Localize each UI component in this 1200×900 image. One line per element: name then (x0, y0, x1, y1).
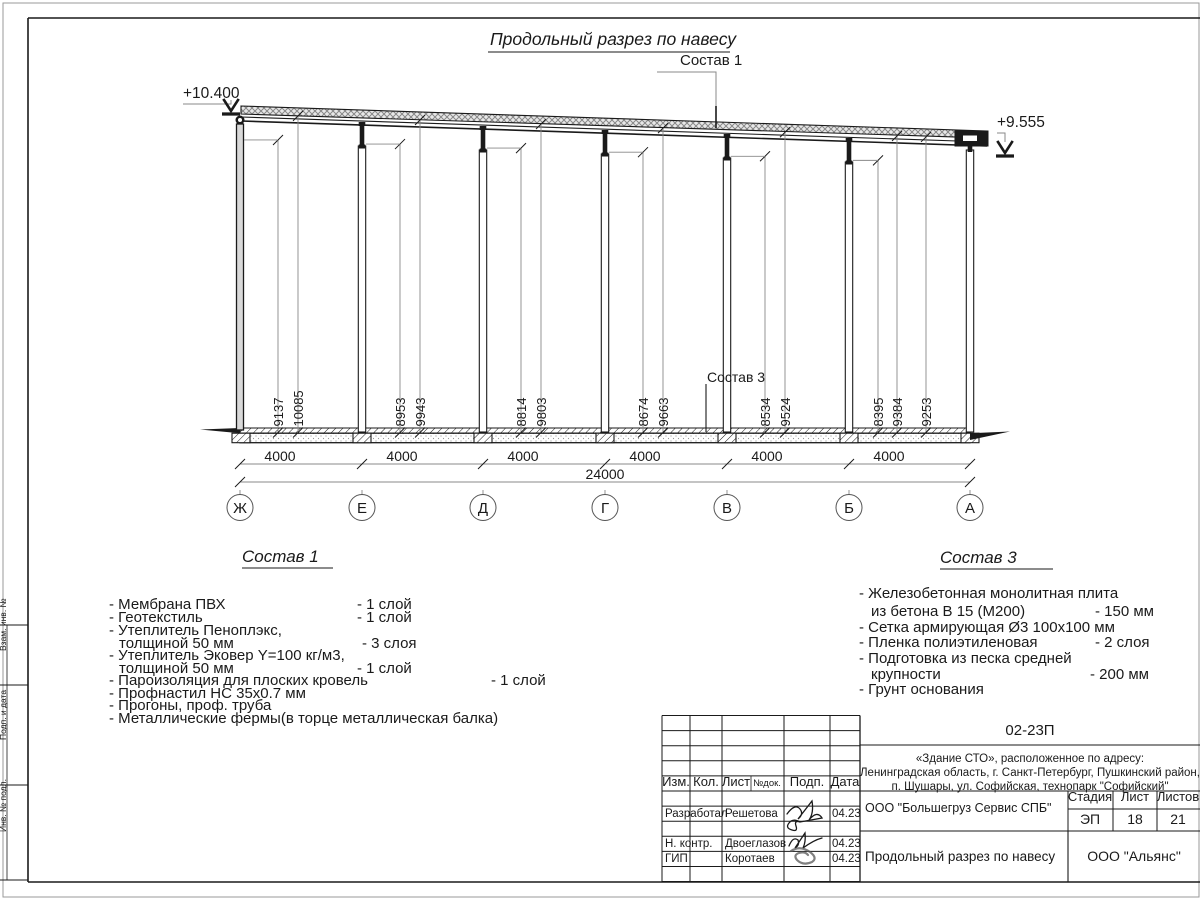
svg-text:4000: 4000 (386, 448, 417, 464)
svg-text:Состав 1: Состав 1 (680, 52, 742, 69)
svg-text:Подп.: Подп. (790, 774, 825, 789)
svg-text:+10.400: +10.400 (183, 85, 240, 102)
svg-text:+9.555: +9.555 (997, 114, 1045, 131)
svg-text:Лист: Лист (722, 774, 750, 789)
svg-text:Е: Е (357, 500, 367, 517)
svg-text:4000: 4000 (751, 448, 782, 464)
svg-text:- 1 слой: - 1 слой (357, 660, 412, 677)
svg-text:- 1 слой: - 1 слой (491, 672, 546, 689)
svg-text:из бетона В 15 (М200): из бетона В 15 (М200) (871, 603, 1025, 620)
svg-text:«Здание СТО», расположенное по: «Здание СТО», расположенное по адресу: (916, 753, 1144, 765)
svg-text:Продольный разрез по навесу: Продольный разрез по навесу (490, 29, 737, 49)
svg-text:04.23: 04.23 (832, 808, 861, 820)
svg-text:Н. контр.: Н. контр. (665, 838, 712, 850)
svg-text:- Грунт основания: - Грунт основания (859, 681, 984, 698)
svg-text:8395: 8395 (871, 398, 886, 427)
svg-text:9663: 9663 (656, 398, 671, 427)
svg-text:9253: 9253 (919, 398, 934, 427)
svg-text:Двоеглазов: Двоеглазов (725, 838, 786, 850)
svg-text:№док.: №док. (753, 778, 781, 789)
svg-text:Ж: Ж (233, 500, 247, 517)
svg-text:ООО "Альянс": ООО "Альянс" (1087, 848, 1181, 864)
svg-text:Ленинградская область, г. Санк: Ленинградская область, г. Санкт-Петербур… (860, 767, 1200, 779)
svg-text:Д: Д (478, 500, 488, 517)
svg-text:Решетова: Решетова (725, 808, 778, 820)
svg-text:9943: 9943 (413, 398, 428, 427)
svg-text:Листов: Листов (1157, 789, 1199, 804)
svg-text:4000: 4000 (507, 448, 538, 464)
svg-text:Состав 1: Состав 1 (242, 547, 319, 566)
svg-text:А: А (965, 500, 975, 517)
svg-text:- Пленка полиэтиленовая: - Пленка полиэтиленовая (859, 634, 1038, 651)
svg-text:04.23: 04.23 (832, 838, 861, 850)
svg-text:02-23П: 02-23П (1005, 722, 1054, 739)
svg-text:Лист: Лист (1121, 789, 1149, 804)
svg-text:Изм.: Изм. (662, 774, 690, 789)
svg-text:ЭП: ЭП (1080, 811, 1100, 827)
svg-text:ООО "Большегруз Сервис СПБ": ООО "Большегруз Сервис СПБ" (865, 801, 1052, 815)
svg-text:9137: 9137 (271, 398, 286, 427)
svg-text:9803: 9803 (534, 398, 549, 427)
svg-text:9524: 9524 (778, 398, 793, 427)
svg-text:8814: 8814 (514, 398, 529, 427)
svg-text:Продольный разрез по навесу: Продольный разрез по навесу (865, 849, 1055, 864)
svg-text:21: 21 (1170, 811, 1186, 827)
svg-text:В: В (722, 500, 732, 517)
svg-text:8534: 8534 (758, 398, 773, 427)
svg-text:Разработал: Разработал (665, 808, 728, 820)
svg-text:Стадия: Стадия (1068, 789, 1112, 804)
svg-text:8953: 8953 (393, 398, 408, 427)
svg-text:04.23: 04.23 (832, 853, 861, 865)
svg-text:Инв. № подл.: Инв. № подл. (0, 779, 8, 832)
svg-text:Кол.: Кол. (693, 774, 719, 789)
svg-text:- Металлические фермы(в торце: - Металлические фермы(в торце металличес… (109, 710, 498, 727)
svg-text:- Подготовка из песка средней: - Подготовка из песка средней (859, 650, 1072, 667)
svg-text:4000: 4000 (873, 448, 904, 464)
svg-text:- 2 слоя: - 2 слоя (1095, 634, 1150, 651)
svg-text:- 3 слоя: - 3 слоя (362, 635, 417, 652)
svg-text:Дата: Дата (831, 774, 861, 789)
svg-text:Состав 3: Состав 3 (707, 369, 765, 385)
svg-text:Взам. инв. №: Взам. инв. № (0, 598, 8, 651)
svg-text:8674: 8674 (636, 398, 651, 427)
svg-text:- 1 слой: - 1 слой (357, 609, 412, 626)
svg-text:Коротаев: Коротаев (725, 853, 775, 865)
svg-text:- 150 мм: - 150 мм (1095, 603, 1154, 620)
svg-text:4000: 4000 (264, 448, 295, 464)
svg-text:24000: 24000 (586, 466, 625, 482)
svg-text:10085: 10085 (291, 390, 306, 426)
svg-text:- Железобетонная монолитная п: - Железобетонная монолитная плита (859, 585, 1119, 602)
svg-text:Б: Б (844, 500, 854, 517)
svg-text:Подп. и дата: Подп. и дата (0, 690, 8, 740)
svg-text:Г: Г (601, 500, 609, 517)
svg-text:18: 18 (1127, 811, 1143, 827)
svg-text:9384: 9384 (890, 398, 905, 427)
svg-text:4000: 4000 (629, 448, 660, 464)
svg-text:- 200 мм: - 200 мм (1090, 666, 1149, 683)
svg-text:ГИП: ГИП (665, 853, 688, 865)
svg-text:Состав 3: Состав 3 (940, 548, 1017, 567)
